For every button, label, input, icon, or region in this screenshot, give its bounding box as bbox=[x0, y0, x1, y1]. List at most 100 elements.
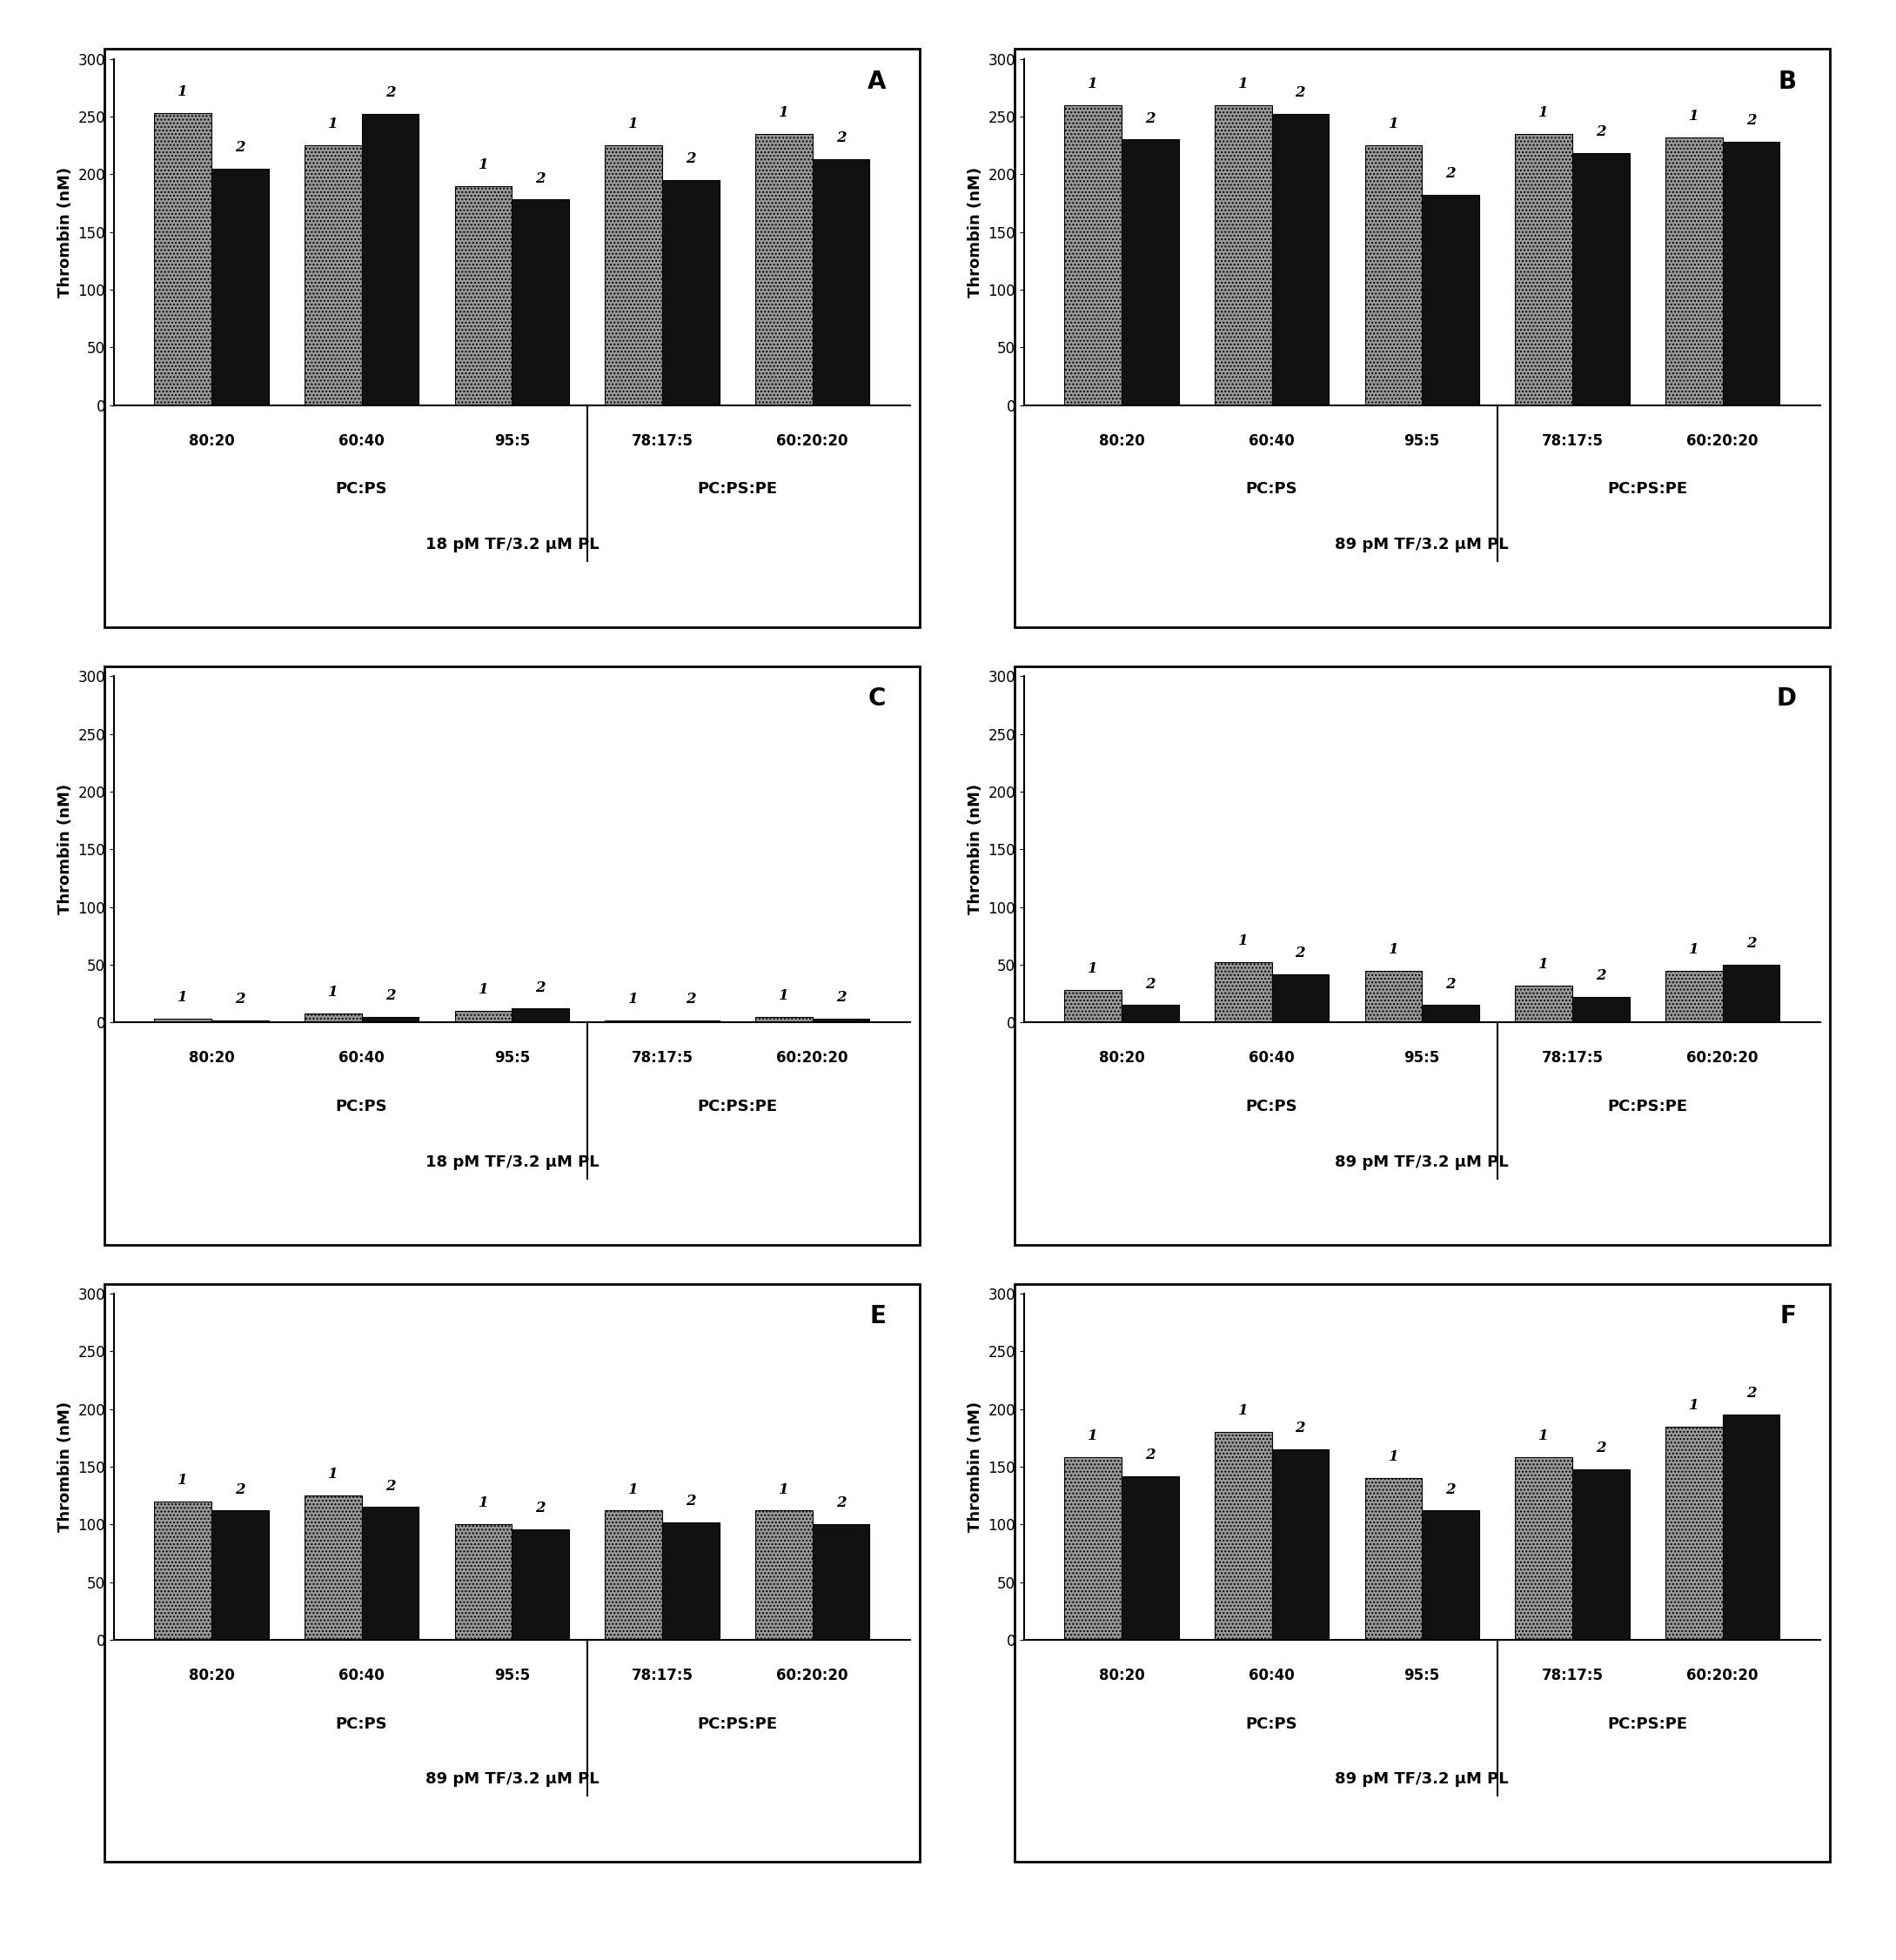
Text: PC:PS: PC:PS bbox=[1246, 482, 1297, 498]
Text: PC:PS:PE: PC:PS:PE bbox=[698, 482, 777, 498]
Y-axis label: Thrombin (nM): Thrombin (nM) bbox=[57, 167, 72, 298]
Text: 2: 2 bbox=[235, 1482, 245, 1497]
Text: 80:20: 80:20 bbox=[1098, 1668, 1145, 1684]
Bar bbox=[1665, 137, 1722, 406]
Text: 1: 1 bbox=[629, 992, 639, 1005]
Text: F: F bbox=[1780, 1303, 1796, 1329]
Text: 2: 2 bbox=[1145, 976, 1155, 992]
Bar bbox=[212, 1511, 269, 1641]
Bar bbox=[1665, 970, 1722, 1023]
Bar bbox=[605, 145, 662, 406]
Text: PC:PS:PE: PC:PS:PE bbox=[1608, 1717, 1687, 1733]
Text: 2: 2 bbox=[1145, 1446, 1155, 1462]
Text: 1: 1 bbox=[478, 1495, 489, 1511]
Bar bbox=[662, 1523, 719, 1641]
Bar bbox=[362, 1017, 419, 1023]
Text: 2: 2 bbox=[535, 171, 546, 186]
Text: 1: 1 bbox=[1088, 962, 1098, 976]
Text: 1: 1 bbox=[629, 1482, 639, 1497]
Bar bbox=[512, 200, 569, 406]
Bar bbox=[1272, 1450, 1329, 1641]
Bar bbox=[154, 114, 212, 406]
Text: 1: 1 bbox=[779, 988, 789, 1004]
Bar bbox=[455, 1011, 512, 1023]
Text: 1: 1 bbox=[1388, 1450, 1399, 1464]
Bar bbox=[1122, 1005, 1179, 1023]
Text: 78:17:5: 78:17:5 bbox=[1541, 433, 1604, 449]
Text: 2: 2 bbox=[385, 988, 394, 1004]
Text: 89 pM TF/3.2 μM PL: 89 pM TF/3.2 μM PL bbox=[1335, 1772, 1509, 1788]
Text: PC:PS:PE: PC:PS:PE bbox=[698, 1100, 777, 1115]
Text: 95:5: 95:5 bbox=[1405, 1668, 1439, 1684]
Bar bbox=[455, 1525, 512, 1641]
Text: 95:5: 95:5 bbox=[1405, 433, 1439, 449]
Text: 60:20:20: 60:20:20 bbox=[1687, 433, 1758, 449]
Text: PC:PS:PE: PC:PS:PE bbox=[698, 1717, 777, 1733]
Bar bbox=[811, 1019, 870, 1023]
Text: 89 pM TF/3.2 μM PL: 89 pM TF/3.2 μM PL bbox=[1335, 537, 1509, 553]
Text: 60:40: 60:40 bbox=[1249, 1051, 1295, 1066]
Text: PC:PS: PC:PS bbox=[1246, 1717, 1297, 1733]
Text: 1: 1 bbox=[178, 84, 188, 100]
Text: 1: 1 bbox=[1238, 933, 1248, 949]
Text: PC:PS:PE: PC:PS:PE bbox=[1608, 482, 1687, 498]
Text: 2: 2 bbox=[1596, 125, 1606, 139]
Text: 1: 1 bbox=[1088, 76, 1098, 90]
Bar bbox=[362, 114, 419, 406]
Text: 18 pM TF/3.2 μM PL: 18 pM TF/3.2 μM PL bbox=[425, 537, 599, 553]
Text: 1: 1 bbox=[1088, 1429, 1098, 1445]
Text: 2: 2 bbox=[686, 151, 696, 167]
Bar bbox=[1422, 196, 1479, 406]
Text: 60:20:20: 60:20:20 bbox=[1687, 1051, 1758, 1066]
Bar bbox=[154, 1019, 212, 1023]
Text: A: A bbox=[868, 69, 885, 94]
Text: 1: 1 bbox=[1238, 76, 1248, 90]
Text: 1: 1 bbox=[328, 118, 337, 131]
Text: 1: 1 bbox=[178, 990, 188, 1005]
Text: 78:17:5: 78:17:5 bbox=[631, 433, 694, 449]
Y-axis label: Thrombin (nM): Thrombin (nM) bbox=[967, 167, 982, 298]
Text: 2: 2 bbox=[1746, 1386, 1756, 1401]
Bar bbox=[154, 1501, 212, 1641]
Text: 2: 2 bbox=[1145, 112, 1155, 125]
Text: 95:5: 95:5 bbox=[495, 1668, 529, 1684]
Text: PC:PS: PC:PS bbox=[336, 1717, 387, 1733]
Bar bbox=[1064, 106, 1122, 406]
Text: 1: 1 bbox=[1689, 943, 1699, 956]
Bar bbox=[1722, 964, 1780, 1023]
Text: 2: 2 bbox=[1295, 945, 1304, 960]
Bar bbox=[662, 1021, 719, 1023]
Text: 2: 2 bbox=[1445, 167, 1456, 180]
Text: 80:20: 80:20 bbox=[188, 433, 235, 449]
Bar bbox=[305, 145, 362, 406]
Text: 1: 1 bbox=[328, 984, 337, 1000]
Bar bbox=[1215, 106, 1272, 406]
Text: 2: 2 bbox=[385, 86, 394, 100]
Text: 80:20: 80:20 bbox=[188, 1668, 235, 1684]
Bar bbox=[1365, 970, 1422, 1023]
Text: 2: 2 bbox=[836, 1495, 846, 1511]
Text: 78:17:5: 78:17:5 bbox=[631, 1668, 694, 1684]
Bar bbox=[512, 1529, 569, 1641]
Text: 60:40: 60:40 bbox=[339, 433, 385, 449]
Text: 80:20: 80:20 bbox=[1098, 1051, 1145, 1066]
Bar bbox=[755, 133, 811, 406]
Text: 2: 2 bbox=[535, 1501, 546, 1515]
Text: 2: 2 bbox=[1445, 976, 1456, 992]
Text: 2: 2 bbox=[686, 992, 696, 1005]
Text: 78:17:5: 78:17:5 bbox=[1541, 1051, 1604, 1066]
Text: 2: 2 bbox=[1746, 937, 1756, 951]
Bar bbox=[1722, 141, 1780, 406]
Y-axis label: Thrombin (nM): Thrombin (nM) bbox=[57, 784, 72, 915]
Bar bbox=[362, 1507, 419, 1641]
Text: 1: 1 bbox=[328, 1466, 337, 1482]
Y-axis label: Thrombin (nM): Thrombin (nM) bbox=[967, 784, 982, 915]
Bar bbox=[1572, 998, 1629, 1023]
Text: 18 pM TF/3.2 μM PL: 18 pM TF/3.2 μM PL bbox=[425, 1154, 599, 1170]
Text: 2: 2 bbox=[535, 980, 546, 996]
Text: 95:5: 95:5 bbox=[495, 433, 529, 449]
Bar bbox=[1365, 1478, 1422, 1641]
Text: 2: 2 bbox=[1596, 968, 1606, 984]
Bar bbox=[1064, 990, 1122, 1023]
Text: 1: 1 bbox=[1689, 1397, 1699, 1413]
